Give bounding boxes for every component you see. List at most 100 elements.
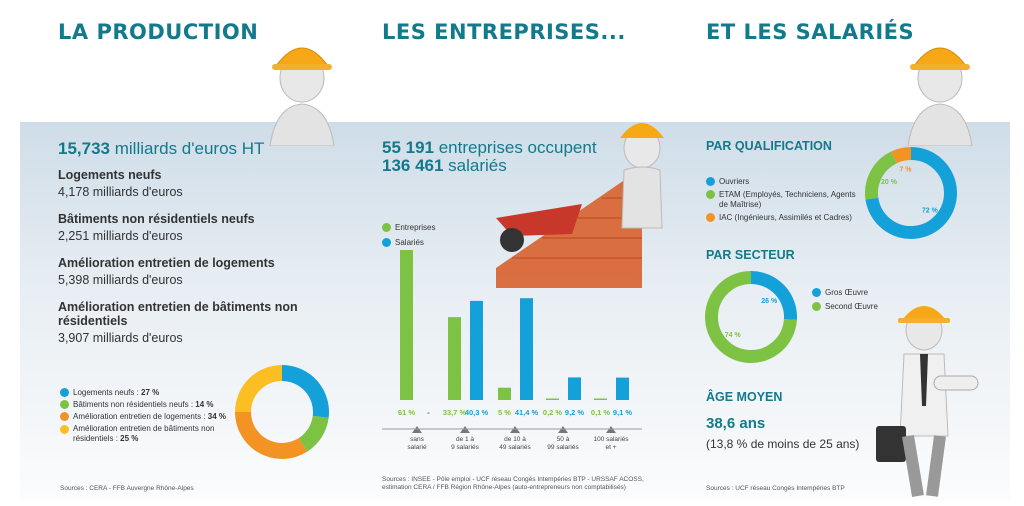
- legend-label: Second Œuvre: [825, 302, 878, 311]
- bar-value-label: 61 %: [398, 408, 415, 417]
- category-label: 100 salariés: [593, 436, 629, 443]
- slice-label: 7 %: [899, 167, 912, 174]
- production-item-value: 2,251 milliards d'euros: [58, 229, 183, 243]
- qualification-donut-chart: 72 % 20 %7 %: [865, 147, 957, 239]
- content-band: [20, 122, 1010, 500]
- bar: [568, 377, 581, 400]
- salaries-text: salariés: [443, 156, 507, 175]
- production-item: Bâtiments non résidentiels neufs 2,251 m…: [58, 212, 358, 256]
- legend-swatch: [812, 288, 821, 298]
- secteur-donut-chart: 26 % 74 %: [705, 271, 797, 363]
- production-item-label: Bâtiments non résidentiels neufs: [58, 212, 255, 226]
- production-item: Amélioration entretien de logements 5,39…: [58, 256, 358, 300]
- age-title: ÂGE MOYEN: [706, 390, 783, 404]
- legend-item: Amélioration entretien de logements : 34…: [60, 412, 240, 422]
- category-label: sans: [410, 436, 424, 443]
- production-item-label: Logements neufs: [58, 168, 162, 182]
- legend-label: Amélioration entretien de bâtiments non …: [73, 424, 215, 443]
- bar-value-label: 33,7 %: [443, 408, 467, 417]
- businessman-illustration: [876, 306, 979, 497]
- legend-swatch: [382, 223, 391, 233]
- category-label: 99 salariés: [547, 444, 579, 451]
- slice-label: 26 %: [761, 298, 778, 305]
- donut-slice: [865, 147, 957, 239]
- bar-value-label: 0,2 %: [543, 408, 563, 417]
- bar: [498, 387, 511, 400]
- legend-item: ETAM (Employés, Techniciens, Agents de M…: [706, 190, 856, 210]
- legend-item: Bâtiments non résidentiels neufs : 14 %: [60, 400, 240, 410]
- bricklayer-illustration: [496, 123, 664, 288]
- entreprises-count: 55 191: [382, 138, 434, 157]
- worker-helmet-illustration: [269, 47, 335, 146]
- legend-label: Logements neufs :: [73, 388, 142, 397]
- legend-swatch: [706, 213, 715, 222]
- slice-label: 74 %: [725, 332, 742, 339]
- entreprises-source: Sources : INSEE - Pôle emploi - UCF rése…: [382, 476, 644, 491]
- bar: [616, 377, 629, 400]
- bar: [400, 250, 413, 400]
- legend-label: Amélioration entretien de logements :: [73, 412, 208, 421]
- category-label: 9 salariés: [451, 444, 480, 451]
- legend-label: Ouvriers: [719, 177, 750, 186]
- slice-label: 72 %: [922, 207, 939, 214]
- category-label: 50 à: [557, 436, 570, 443]
- qualification-title: PAR QUALIFICATION: [706, 139, 832, 153]
- entreprises-headline: 55 191 entreprises occupent 136 461 sala…: [382, 139, 597, 175]
- slice-label: 20 %: [881, 179, 898, 186]
- production-source: Sources : CERA - FFB Auvergne Rhône-Alpe…: [60, 485, 194, 492]
- bar: [470, 300, 483, 400]
- legend-item: Entreprises: [382, 223, 435, 233]
- entreprises-text: entreprises occupent: [434, 138, 597, 157]
- donut-slice: [235, 411, 308, 459]
- legend-label: Salariés: [395, 238, 424, 247]
- legend-swatch: [60, 425, 69, 434]
- legend-label: Gros Œuvre: [825, 288, 869, 297]
- legend-label: ETAM (Employés, Techniciens, Agents de M…: [719, 190, 856, 209]
- category-label: et +: [605, 444, 616, 451]
- legend-swatch: [60, 388, 69, 398]
- bar: [546, 398, 559, 400]
- category-label: de 10 à: [504, 436, 526, 443]
- salaries-source: Sources : UCF réseau Congés Intempéries …: [706, 485, 845, 492]
- production-legend: Logements neufs : 27 % Bâtiments non rés…: [60, 388, 240, 444]
- bar-value-label: -: [427, 408, 430, 417]
- bar-value-label: 5 %: [498, 408, 511, 417]
- bar-value-label: 9,2 %: [565, 408, 585, 417]
- secteur-legend: Gros Œuvre Second Œuvre: [812, 288, 878, 312]
- donut-slice: [865, 151, 898, 200]
- bar-value-label: 40,3 %: [465, 408, 489, 417]
- legend-item: Amélioration entretien de bâtiments non …: [60, 424, 240, 444]
- legend-item: Gros Œuvre: [812, 288, 878, 298]
- legend-swatch: [706, 177, 715, 186]
- production-item: Logements neufs 4,178 milliards d'euros: [58, 168, 358, 212]
- bar-legend: Entreprises Salariés: [382, 223, 435, 248]
- production-total-value: 15,733: [58, 139, 110, 158]
- production-donut-chart: [235, 365, 329, 459]
- bar-value-label: 0,1 %: [591, 408, 611, 417]
- legend-swatch: [60, 412, 69, 422]
- title-salaries: ET LES SALARIÉS: [706, 20, 915, 44]
- bar-value-label: 9,1 %: [613, 408, 633, 417]
- title-production: LA PRODUCTION: [58, 20, 259, 44]
- legend-item: Salariés: [382, 238, 435, 248]
- production-item-label: Amélioration entretien de bâtiments non …: [58, 300, 298, 328]
- category-label: salarié: [407, 444, 427, 451]
- legend-swatch: [706, 190, 715, 199]
- qualification-legend: Ouvriers ETAM (Employés, Techniciens, Ag…: [706, 177, 856, 223]
- legend-pct: 25 %: [120, 434, 139, 443]
- donut-slice: [281, 365, 329, 418]
- legend-pct: 34 %: [207, 412, 226, 421]
- secteur-title: PAR SECTEUR: [706, 248, 795, 262]
- bar-value-label: 41,4 %: [515, 408, 539, 417]
- production-item-value: 5,398 milliards d'euros: [58, 273, 183, 287]
- donut-slice: [705, 271, 797, 363]
- legend-label: Entreprises: [395, 223, 436, 232]
- legend-swatch: [812, 302, 821, 312]
- production-item-value: 4,178 milliards d'euros: [58, 185, 183, 199]
- legend-swatch: [382, 238, 391, 248]
- legend-item: IAC (Ingénieurs, Assimilés et Cadres): [706, 213, 856, 223]
- production-total-unit: milliards d'euros HT: [114, 139, 265, 158]
- legend-pct: 14 %: [195, 400, 214, 409]
- bar: [520, 298, 533, 400]
